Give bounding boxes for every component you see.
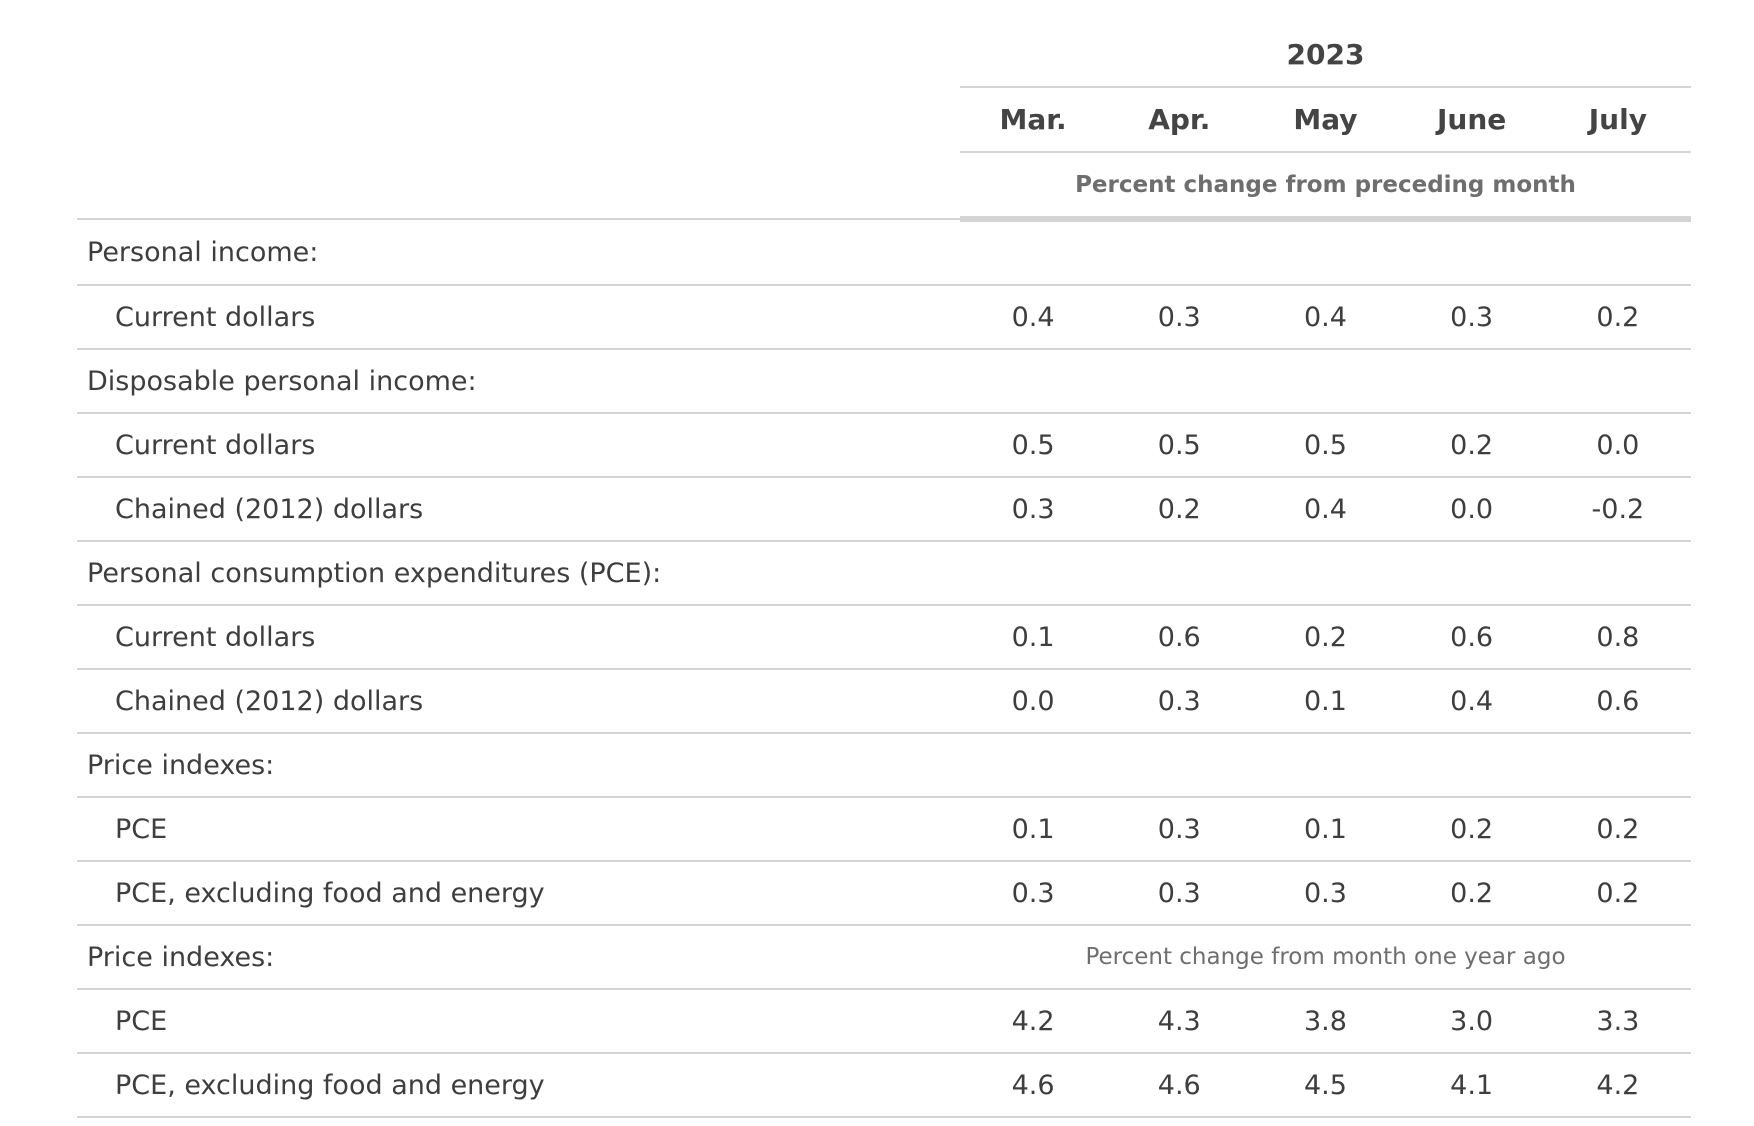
value-cell: 0.8 — [1544, 605, 1691, 670]
row-label: Price indexes: — [77, 925, 960, 990]
value-cell: 0.3 — [1398, 285, 1545, 350]
section-row-price-indexes-yoy: Price indexes: Percent change from month… — [77, 925, 1691, 990]
table-row: Current dollars 0.5 0.5 0.5 0.2 0.0 — [77, 413, 1691, 478]
value-cell: 0.4 — [1252, 285, 1399, 350]
value-cell: 0.3 — [1106, 861, 1253, 926]
value-cell: 3.3 — [1544, 989, 1691, 1054]
row-label: Personal income: — [77, 219, 960, 286]
table-row: Chained (2012) dollars 0.0 0.3 0.1 0.4 0… — [77, 669, 1691, 734]
value-cell: 0.4 — [1398, 669, 1545, 734]
header-blank-cell — [77, 87, 960, 152]
value-cell: 0.3 — [1252, 861, 1399, 926]
value-cell: 0.6 — [1398, 605, 1545, 670]
table-row: Chained (2012) dollars 0.3 0.2 0.4 0.0 -… — [77, 477, 1691, 542]
header-row-unit: Percent change from preceding month — [77, 152, 1691, 222]
table-row: Current dollars 0.1 0.6 0.2 0.6 0.8 — [77, 605, 1691, 670]
value-cell: 4.6 — [1106, 1053, 1253, 1118]
value-cell: 0.2 — [1252, 605, 1399, 670]
value-cell: 0.2 — [1398, 861, 1545, 926]
section-row-personal-income: Personal income: — [77, 219, 1691, 286]
row-label: Current dollars — [77, 285, 960, 350]
value-cell: 0.4 — [1252, 477, 1399, 542]
value-cell: 0.5 — [1106, 413, 1253, 478]
value-cell: 0.1 — [1252, 669, 1399, 734]
empty-cell — [960, 349, 1691, 414]
value-cell: 0.3 — [1106, 797, 1253, 862]
row-label: Chained (2012) dollars — [77, 477, 960, 542]
unit-label-monthly: Percent change from preceding month — [960, 152, 1691, 222]
row-label: PCE — [77, 989, 960, 1054]
value-cell: 0.0 — [1544, 413, 1691, 478]
year-header: 2023 — [960, 22, 1691, 88]
row-label: Disposable personal income: — [77, 349, 960, 414]
unit-label-yearly: Percent change from month one year ago — [960, 925, 1691, 990]
section-row-pce: Personal consumption expenditures (PCE): — [77, 541, 1691, 606]
income-outlays-table: 2023 Mar. Apr. May June July Percent cha… — [77, 22, 1691, 1118]
value-cell: 0.2 — [1106, 477, 1253, 542]
table-row: PCE, excluding food and energy 4.6 4.6 4… — [77, 1053, 1691, 1118]
section-row-disposable-income: Disposable personal income: — [77, 349, 1691, 414]
month-header-may: May — [1252, 87, 1399, 153]
section-row-price-indexes: Price indexes: — [77, 733, 1691, 798]
empty-cell — [960, 541, 1691, 606]
header-row-months: Mar. Apr. May June July — [77, 87, 1691, 153]
value-cell: 0.2 — [1398, 797, 1545, 862]
value-cell: 0.0 — [960, 669, 1107, 734]
empty-cell — [960, 219, 1691, 286]
month-header-mar: Mar. — [960, 87, 1107, 153]
value-cell: 3.0 — [1398, 989, 1545, 1054]
value-cell: 0.5 — [1252, 413, 1399, 478]
value-cell: 0.2 — [1544, 797, 1691, 862]
value-cell: 4.5 — [1252, 1053, 1399, 1118]
row-label: Personal consumption expenditures (PCE): — [77, 541, 960, 606]
month-header-apr: Apr. — [1106, 87, 1253, 153]
value-cell: 0.4 — [960, 285, 1107, 350]
value-cell: 4.1 — [1398, 1053, 1545, 1118]
value-cell: 0.3 — [1106, 669, 1253, 734]
value-cell: 0.6 — [1544, 669, 1691, 734]
value-cell: 0.2 — [1544, 285, 1691, 350]
row-label: PCE, excluding food and energy — [77, 861, 960, 926]
month-header-june: June — [1398, 87, 1545, 153]
value-cell: 0.3 — [1106, 285, 1253, 350]
table-row: PCE 0.1 0.3 0.1 0.2 0.2 — [77, 797, 1691, 862]
value-cell: 0.3 — [960, 861, 1107, 926]
value-cell: 4.2 — [960, 989, 1107, 1054]
value-cell: 0.5 — [960, 413, 1107, 478]
row-label: PCE, excluding food and energy — [77, 1053, 960, 1118]
value-cell: 3.8 — [1252, 989, 1399, 1054]
value-cell: 0.2 — [1398, 413, 1545, 478]
empty-cell — [960, 733, 1691, 798]
row-label: Current dollars — [77, 413, 960, 478]
value-cell: -0.2 — [1544, 477, 1691, 542]
row-label: Current dollars — [77, 605, 960, 670]
value-cell: 4.2 — [1544, 1053, 1691, 1118]
row-label: PCE — [77, 797, 960, 862]
value-cell: 4.3 — [1106, 989, 1253, 1054]
value-cell: 0.1 — [1252, 797, 1399, 862]
row-label: Price indexes: — [77, 733, 960, 798]
row-label: Chained (2012) dollars — [77, 669, 960, 734]
table-row: PCE, excluding food and energy 0.3 0.3 0… — [77, 861, 1691, 926]
table-row: Current dollars 0.4 0.3 0.4 0.3 0.2 — [77, 285, 1691, 350]
month-header-july: July — [1544, 87, 1691, 153]
header-blank-cell — [77, 22, 960, 87]
value-cell: 4.6 — [960, 1053, 1107, 1118]
value-cell: 0.3 — [960, 477, 1107, 542]
header-row-year: 2023 — [77, 22, 1691, 88]
table-row: PCE 4.2 4.3 3.8 3.0 3.3 — [77, 989, 1691, 1054]
value-cell: 0.6 — [1106, 605, 1253, 670]
header-blank-cell — [77, 152, 960, 220]
value-cell: 0.2 — [1544, 861, 1691, 926]
value-cell: 0.0 — [1398, 477, 1545, 542]
value-cell: 0.1 — [960, 605, 1107, 670]
value-cell: 0.1 — [960, 797, 1107, 862]
